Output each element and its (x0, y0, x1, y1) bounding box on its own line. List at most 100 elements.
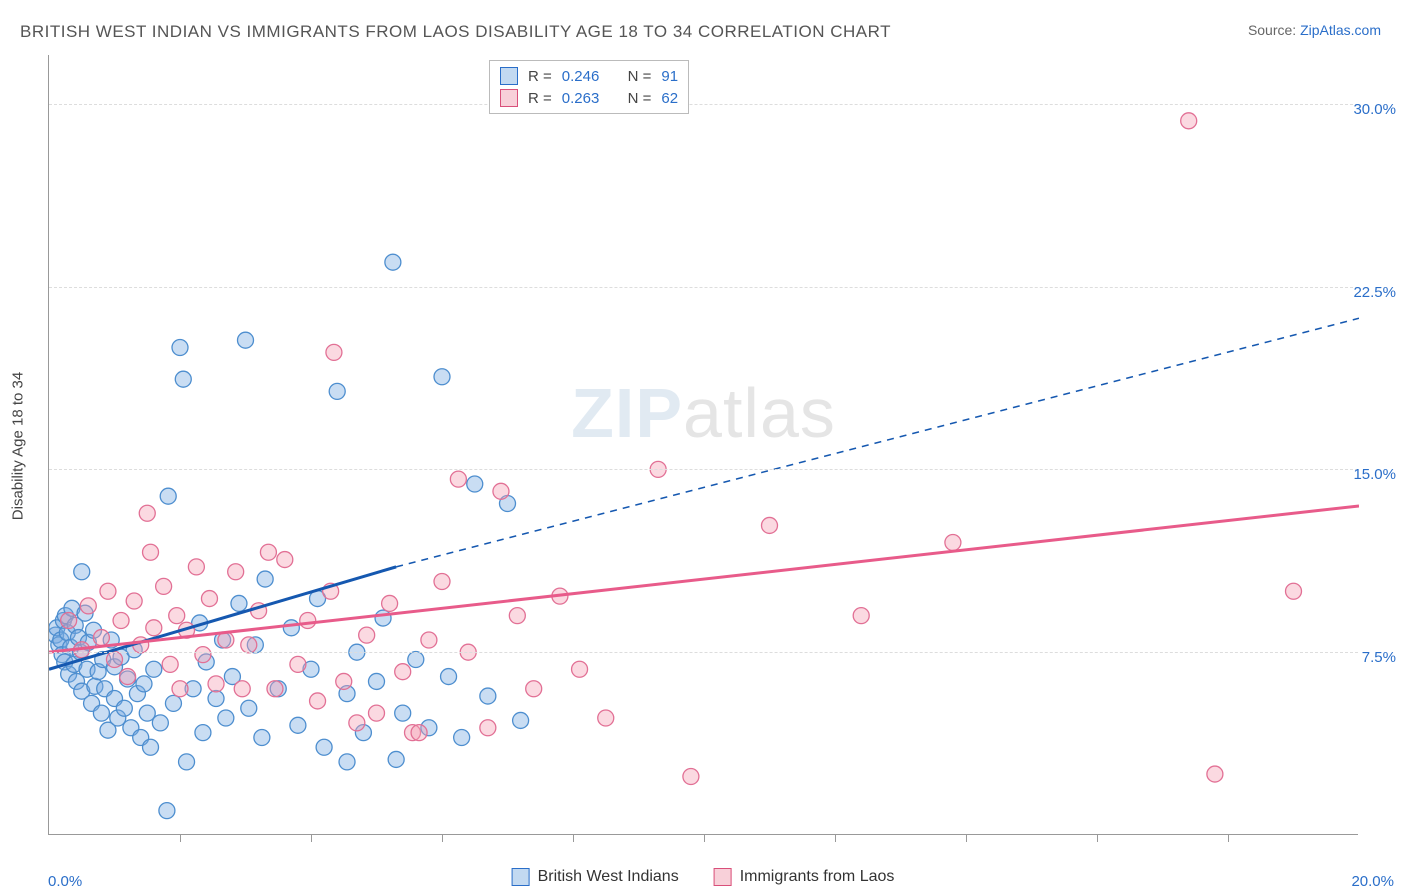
data-point (480, 688, 496, 704)
data-point (480, 720, 496, 736)
data-point (169, 608, 185, 624)
n-label: N = (628, 68, 652, 85)
regression-line-pink (49, 506, 1359, 652)
data-point (408, 652, 424, 668)
data-point (945, 535, 961, 551)
data-point (853, 608, 869, 624)
data-point (231, 595, 247, 611)
data-point (241, 637, 257, 653)
data-point (143, 739, 159, 755)
data-point (195, 647, 211, 663)
data-point (156, 578, 172, 594)
data-point (369, 673, 385, 689)
data-point (139, 505, 155, 521)
data-point (388, 751, 404, 767)
source-link[interactable]: ZipAtlas.com (1300, 22, 1381, 38)
data-point (454, 730, 470, 746)
data-point (113, 613, 129, 629)
r-value-pink: 0.263 (562, 90, 600, 107)
data-point (572, 661, 588, 677)
data-point (136, 676, 152, 692)
data-point (329, 383, 345, 399)
data-point (1207, 766, 1223, 782)
data-point (234, 681, 250, 697)
bottom-legend: British West Indians Immigrants from Lao… (512, 868, 895, 886)
data-point (195, 725, 211, 741)
data-point (218, 710, 234, 726)
data-point (277, 552, 293, 568)
stat-row-blue: R = 0.246 N = 91 (500, 65, 678, 87)
data-point (61, 613, 77, 629)
data-point (1181, 113, 1197, 129)
source-attribution: Source: ZipAtlas.com (1248, 22, 1381, 38)
swatch-blue (500, 67, 518, 85)
data-point (339, 754, 355, 770)
data-point (598, 710, 614, 726)
data-point (172, 340, 188, 356)
data-point (146, 620, 162, 636)
n-label: N = (628, 90, 652, 107)
r-label: R = (528, 90, 552, 107)
regression-line-blue-extrapolated (396, 318, 1359, 567)
data-point (349, 715, 365, 731)
data-point (188, 559, 204, 575)
data-point (228, 564, 244, 580)
data-point (290, 717, 306, 733)
chart-title: BRITISH WEST INDIAN VS IMMIGRANTS FROM L… (20, 22, 891, 42)
data-point (254, 730, 270, 746)
data-point (290, 656, 306, 672)
data-point (175, 371, 191, 387)
data-point (201, 591, 217, 607)
data-point (116, 700, 132, 716)
data-point (80, 598, 96, 614)
swatch-pink (714, 868, 732, 886)
data-point (283, 620, 299, 636)
data-point (120, 669, 136, 685)
data-point (369, 705, 385, 721)
data-point (238, 332, 254, 348)
data-point (260, 544, 276, 560)
data-point (159, 803, 175, 819)
data-point (241, 700, 257, 716)
x-max-label: 20.0% (1351, 873, 1394, 890)
data-point (434, 369, 450, 385)
data-point (382, 595, 398, 611)
data-point (162, 656, 178, 672)
data-point (93, 705, 109, 721)
data-point (107, 652, 123, 668)
y-tick-label: 22.5% (1353, 284, 1396, 301)
data-point (165, 695, 181, 711)
data-point (74, 564, 90, 580)
data-point (326, 344, 342, 360)
data-point (93, 630, 109, 646)
data-point (395, 705, 411, 721)
data-point (336, 673, 352, 689)
data-point (513, 712, 529, 728)
data-point (375, 610, 391, 626)
data-point (146, 661, 162, 677)
scatter-chart: ZIPatlas (48, 55, 1358, 835)
legend-label-blue: British West Indians (538, 868, 679, 886)
plot-svg (49, 55, 1359, 835)
data-point (385, 254, 401, 270)
legend-item-blue: British West Indians (512, 868, 679, 886)
data-point (126, 593, 142, 609)
data-point (152, 715, 168, 731)
r-label: R = (528, 68, 552, 85)
data-point (395, 664, 411, 680)
data-point (450, 471, 466, 487)
data-point (359, 627, 375, 643)
data-point (421, 632, 437, 648)
data-point (208, 676, 224, 692)
data-point (267, 681, 283, 697)
data-point (509, 608, 525, 624)
data-point (493, 483, 509, 499)
n-value-blue: 91 (661, 68, 678, 85)
data-point (683, 769, 699, 785)
swatch-blue (512, 868, 530, 886)
data-point (411, 725, 427, 741)
data-point (172, 681, 188, 697)
legend-label-pink: Immigrants from Laos (740, 868, 895, 886)
r-value-blue: 0.246 (562, 68, 600, 85)
y-axis-label: Disability Age 18 to 34 (10, 372, 27, 520)
